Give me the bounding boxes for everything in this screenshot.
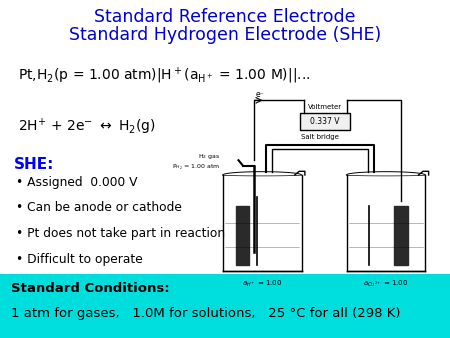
Bar: [0, 274, 450, 338]
Text: SHE:: SHE:: [14, 157, 54, 172]
Text: 2H$^{+}$ + 2e$^{-}$ $\leftrightarrow$ H$_2$(g): 2H$^{+}$ + 2e$^{-}$ $\leftrightarrow$ H$…: [18, 117, 156, 137]
Text: • Assigned  0.000 V: • Assigned 0.000 V: [16, 176, 137, 189]
Text: Salt bridge: Salt bridge: [301, 134, 339, 140]
Bar: [394, 206, 409, 265]
Text: • Difficult to operate: • Difficult to operate: [16, 253, 143, 266]
Text: Standard Reference Electrode: Standard Reference Electrode: [94, 8, 356, 26]
Text: • Pt does not take part in reaction: • Pt does not take part in reaction: [16, 227, 225, 240]
Text: e⁻: e⁻: [256, 90, 264, 99]
Text: • Can be anode or cathode: • Can be anode or cathode: [16, 201, 182, 214]
Text: Standard Conditions:: Standard Conditions:: [11, 282, 170, 295]
Bar: [236, 206, 248, 265]
Text: Standard Hydrogen Electrode (SHE): Standard Hydrogen Electrode (SHE): [69, 26, 381, 44]
Text: $a_{H^+}$ = 1.00: $a_{H^+}$ = 1.00: [242, 279, 282, 289]
Text: Pt,H$_2$(p = 1.00 atm)|H$^+$(a$_{\mathregular{H}^+}$ = 1.00 M)||...: Pt,H$_2$(p = 1.00 atm)|H$^+$(a$_{\mathre…: [18, 66, 310, 86]
Text: 0.337 V: 0.337 V: [310, 117, 340, 126]
Text: $a_{Cu^{2+}}$ = 1.00: $a_{Cu^{2+}}$ = 1.00: [363, 279, 409, 289]
Text: H$_2$ gas
P$_{H_2}$ = 1.00 atm: H$_2$ gas P$_{H_2}$ = 1.00 atm: [172, 152, 220, 172]
Text: Voltmeter: Voltmeter: [308, 104, 342, 110]
Bar: [301, 113, 350, 130]
Text: 1 atm for gases,   1.0M for solutions,   25 °C for all (298 K): 1 atm for gases, 1.0M for solutions, 25 …: [11, 307, 401, 320]
